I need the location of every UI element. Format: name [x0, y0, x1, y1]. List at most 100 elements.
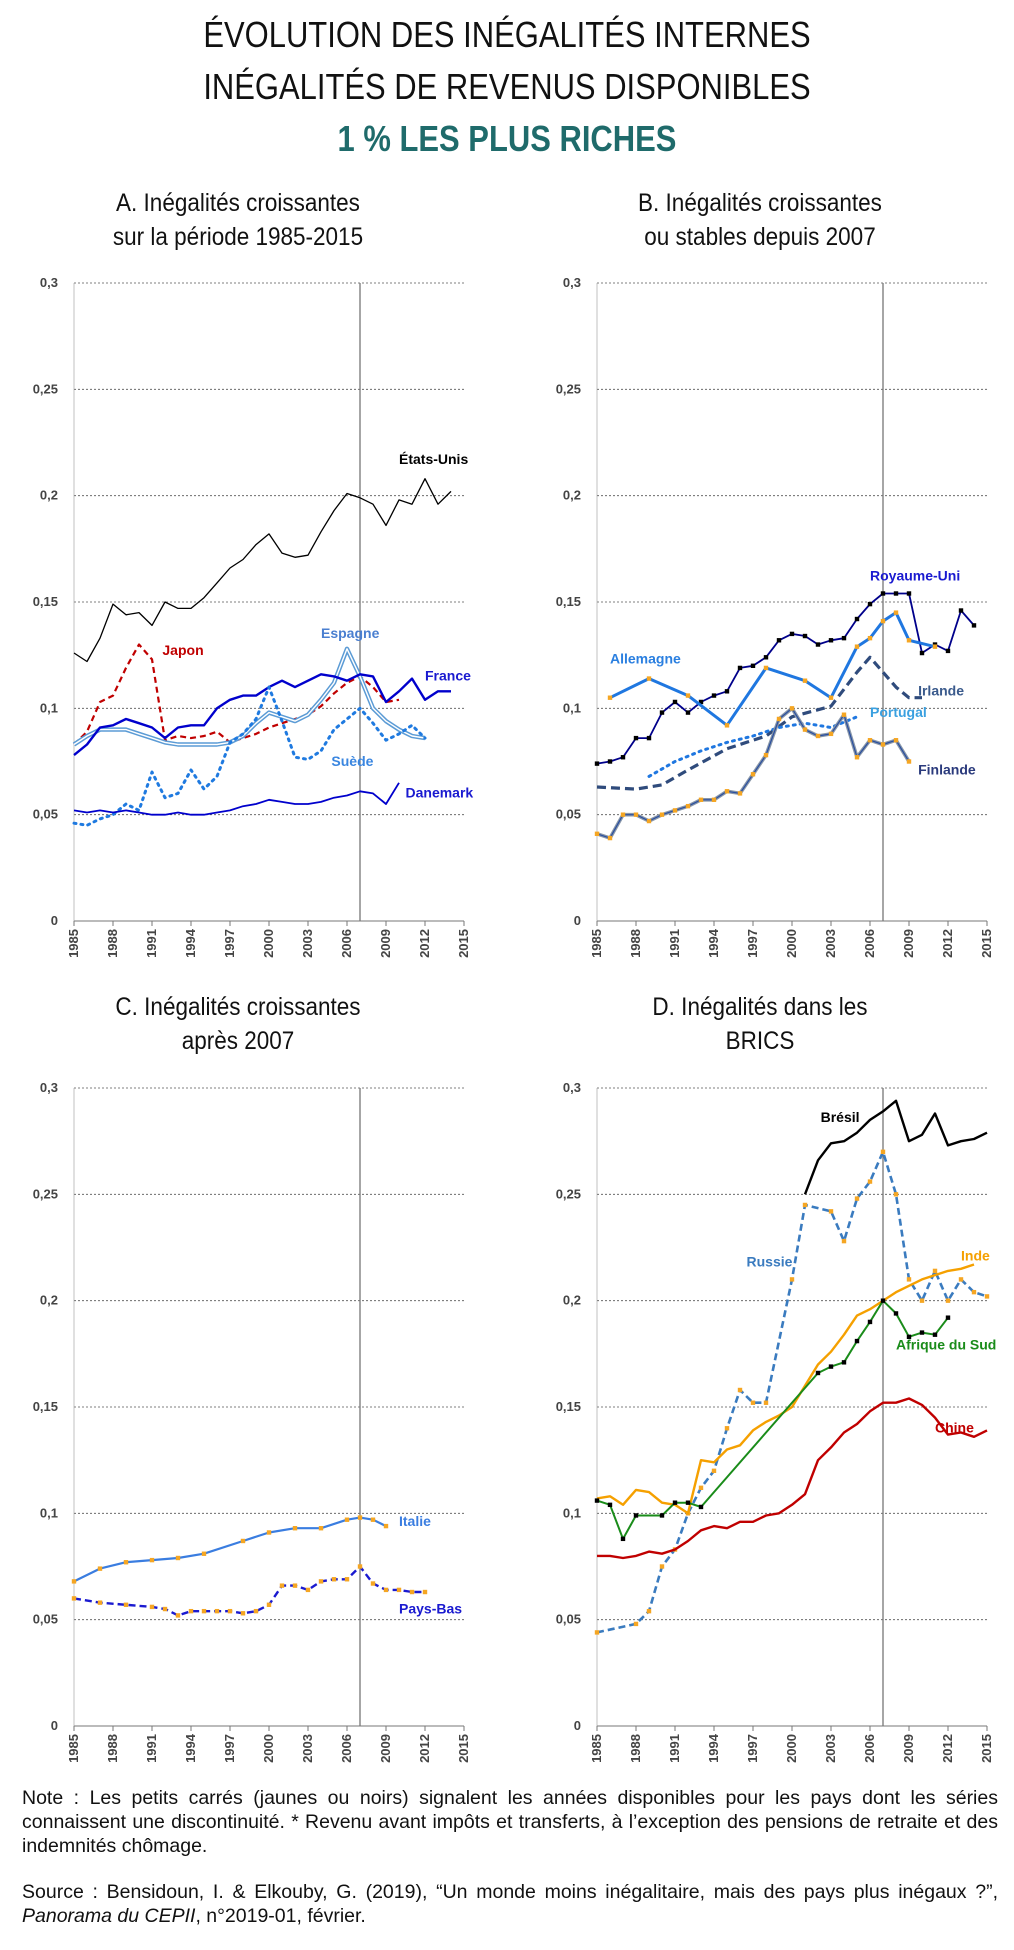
panel-c-title-line2: après 2007 — [181, 1027, 295, 1055]
y-tick-label: 0,2 — [563, 488, 581, 503]
data-point-russie — [737, 1387, 743, 1393]
data-point-royaume-uni — [685, 710, 691, 715]
series-allemagne — [607, 610, 938, 728]
data-point-allemagne — [867, 635, 873, 641]
data-point-finlande — [698, 797, 704, 802]
main-title-line1: ÉVOLUTION DES INÉGALITÉS INTERNES — [203, 14, 811, 55]
data-point-italie — [370, 1517, 376, 1522]
data-point-russie — [958, 1277, 964, 1282]
y-tick-label: 0,1 — [40, 700, 58, 715]
data-point-royaume-uni — [893, 591, 899, 596]
x-tick-label: 1985 — [589, 929, 604, 958]
series-irlande — [596, 655, 922, 791]
data-point-finlande — [906, 759, 912, 764]
series-label-portugal: Portugal — [870, 704, 927, 720]
x-tick-label: 1991 — [667, 929, 682, 958]
data-point-allemagne — [828, 695, 834, 700]
x-tick-label: 1985 — [66, 1734, 81, 1763]
data-point-russie — [932, 1268, 938, 1274]
data-point-royaume-uni — [737, 665, 743, 671]
source-journal: Panorama du CEPII — [22, 1905, 196, 1927]
y-tick-label: 0,2 — [40, 488, 58, 503]
x-tick-label: 2000 — [784, 929, 799, 958]
data-point-pays-bas — [344, 1577, 350, 1582]
data-point-afrique-du-sud — [828, 1364, 834, 1369]
data-point-pays-bas — [305, 1587, 311, 1593]
data-point-pays-bas — [240, 1611, 246, 1616]
series-label-irlande: Irlande — [918, 683, 964, 699]
series-russie — [594, 1149, 990, 1635]
panel-c-title: C. Inégalités croissantes après 2007 — [58, 990, 418, 1058]
series-line-royaume-uni — [596, 592, 975, 765]
main-title-line2: INÉGALITÉS DE REVENUS DISPONIBLES — [203, 66, 811, 107]
data-point-royaume-uni — [724, 689, 730, 694]
data-point-royaume-uni — [854, 616, 860, 622]
series-suede — [72, 685, 427, 827]
data-point-allemagne — [802, 678, 808, 683]
data-point-afrique-du-sud — [607, 1502, 613, 1508]
series-label-chine: Chine — [935, 1420, 974, 1436]
data-point-afrique-du-sud — [698, 1504, 704, 1510]
data-point-royaume-uni — [867, 601, 873, 607]
x-tick-label: 2003 — [823, 1734, 838, 1763]
data-point-royaume-uni — [607, 759, 613, 764]
series-line-russie — [596, 1150, 988, 1634]
data-point-pays-bas — [97, 1600, 103, 1605]
data-point-russie — [802, 1202, 808, 1208]
data-point-finlande — [789, 706, 795, 711]
data-point-royaume-uni — [776, 638, 782, 643]
data-point-finlande — [854, 755, 860, 760]
panel-b-title-line2: ou stables depuis 2007 — [644, 223, 876, 251]
y-tick-label: 0,25 — [556, 381, 581, 396]
series-label-suede: Suède — [331, 753, 373, 769]
series-etats-unis — [73, 478, 452, 663]
y-tick-label: 0,2 — [40, 1293, 58, 1308]
data-point-royaume-uni — [620, 755, 626, 760]
data-point-italie — [357, 1515, 363, 1520]
data-point-italie — [344, 1517, 350, 1522]
x-tick-label: 2012 — [940, 929, 955, 958]
data-point-russie — [854, 1196, 860, 1201]
y-tick-label: 0,2 — [563, 1293, 581, 1308]
data-point-pays-bas — [266, 1602, 272, 1607]
x-tick-label: 2015 — [456, 929, 471, 958]
series-italie — [71, 1515, 389, 1584]
data-point-afrique-du-sud — [841, 1360, 847, 1365]
y-tick-label: 0 — [574, 1718, 581, 1733]
y-tick-label: 0,05 — [33, 807, 58, 822]
data-point-royaume-uni — [906, 591, 912, 596]
data-point-finlande — [672, 808, 678, 813]
y-tick-label: 0,1 — [40, 1505, 58, 1520]
series-line-etats-unis — [73, 478, 452, 663]
x-tick-label: 1994 — [706, 1733, 721, 1763]
series-bresil — [803, 1099, 988, 1195]
x-tick-label: 1988 — [628, 1734, 643, 1763]
data-point-finlande — [724, 789, 730, 794]
data-point-royaume-uni — [828, 638, 834, 643]
footnote: Note : Les petits carrés (jaunes ou noir… — [22, 1787, 998, 1857]
data-point-finlande — [763, 752, 769, 758]
x-tick-label: 2003 — [823, 929, 838, 958]
series-pays-bas — [71, 1564, 428, 1618]
series-line-pays-bas — [73, 1565, 425, 1617]
data-point-finlande — [633, 812, 639, 817]
data-point-pays-bas — [396, 1587, 402, 1593]
y-tick-label: 0,15 — [33, 594, 58, 609]
x-tick-label: 1997 — [745, 1734, 760, 1763]
series-inde — [596, 1263, 975, 1515]
data-point-russie — [893, 1192, 899, 1197]
data-point-pays-bas — [331, 1577, 337, 1582]
data-point-russie — [828, 1209, 834, 1214]
data-point-finlande — [737, 791, 743, 796]
x-tick-label: 2006 — [862, 929, 877, 958]
x-tick-label: 2015 — [979, 1734, 994, 1763]
data-point-italie — [240, 1538, 246, 1544]
x-tick-label: 1985 — [589, 1734, 604, 1763]
data-point-pays-bas — [162, 1606, 168, 1612]
y-tick-label: 0,3 — [563, 1080, 581, 1095]
y-tick-label: 0,3 — [40, 1080, 58, 1095]
x-tick-label: 1991 — [667, 1734, 682, 1763]
data-point-allemagne — [893, 610, 899, 615]
series-line-danemark — [73, 782, 400, 816]
